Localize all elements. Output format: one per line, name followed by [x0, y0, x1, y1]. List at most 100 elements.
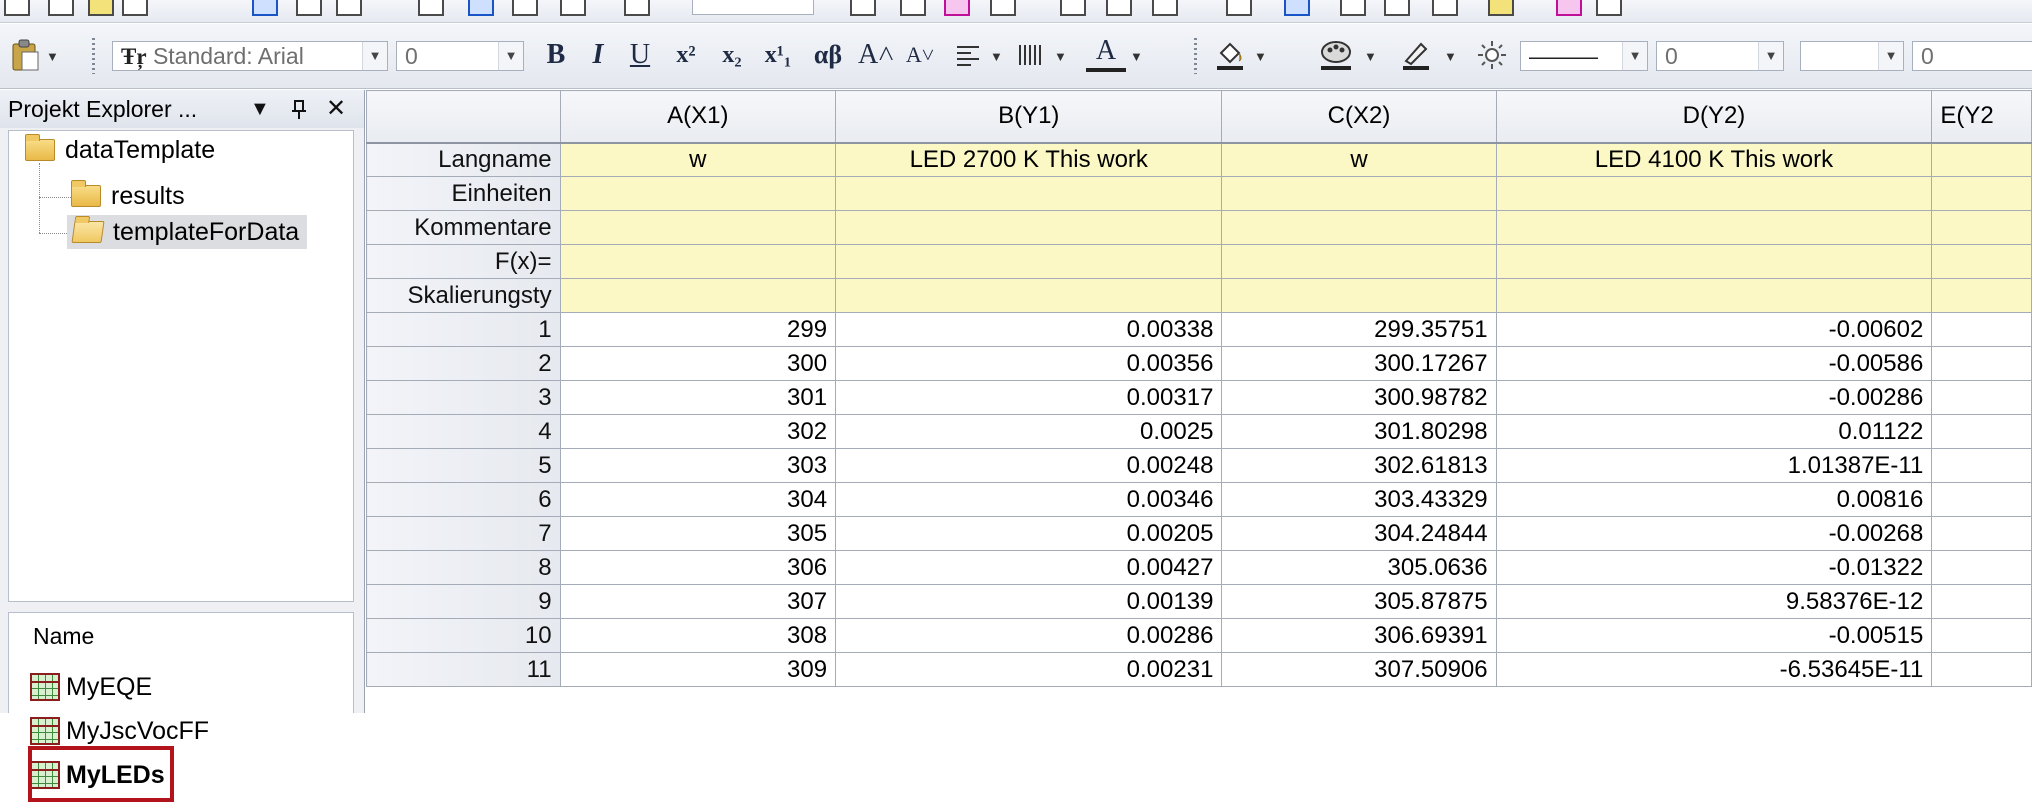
highlight-icon[interactable]	[1472, 34, 1512, 76]
label-cell[interactable]	[1931, 142, 2032, 177]
label-cell[interactable]: LED 2700 K This work	[835, 142, 1223, 177]
data-cell[interactable]: -0.01322	[1495, 550, 1933, 585]
close-icon[interactable]: ✕	[326, 95, 347, 122]
line-color-dropdown-icon[interactable]: ▼	[1444, 49, 1457, 64]
data-cell[interactable]: 9.58376E-12	[1495, 584, 1933, 619]
data-cell[interactable]	[1931, 652, 2032, 687]
chevron-down-icon[interactable]: ▼	[362, 42, 387, 70]
subscript-button[interactable]: x₂	[722, 41, 742, 68]
label-cell[interactable]	[1931, 176, 2032, 211]
print-icon[interactable]	[850, 0, 876, 16]
chevron-down-icon[interactable]: ▼	[498, 42, 523, 70]
column-header-c[interactable]: C(X2)	[1221, 90, 1497, 144]
data-cell[interactable]: 0.0025	[835, 414, 1223, 449]
supersubscript-button[interactable]: x¹₁	[764, 41, 792, 68]
label-cell[interactable]	[835, 176, 1223, 211]
label-cell[interactable]: LED 4100 K This work	[1495, 142, 1933, 177]
data-cell[interactable]: 301.80298	[1221, 414, 1497, 449]
data-cell[interactable]: 303.43329	[1221, 482, 1497, 517]
data-cell[interactable]: 0.00248	[835, 448, 1223, 483]
code-builder-icon[interactable]	[1060, 0, 1086, 16]
select-all-corner[interactable]	[366, 90, 561, 144]
line-color-icon[interactable]	[1396, 34, 1436, 76]
data-cell[interactable]: 0.00205	[835, 516, 1223, 551]
label-cell[interactable]	[1931, 210, 2032, 245]
data-cell[interactable]: 0.01122	[1495, 414, 1933, 449]
row-number[interactable]: 8	[366, 550, 561, 585]
tree-item-results[interactable]: results	[71, 179, 185, 213]
find-icon[interactable]	[1340, 0, 1366, 16]
open-icon[interactable]	[418, 0, 444, 16]
import-icon[interactable]	[624, 0, 650, 16]
fill-color-dropdown-icon[interactable]: ▼	[1254, 49, 1267, 64]
align-left-icon[interactable]	[948, 34, 988, 76]
data-cell[interactable]: 304	[559, 482, 837, 517]
data-cell[interactable]: -0.00286	[1495, 380, 1933, 415]
label-cell[interactable]	[835, 278, 1223, 313]
label-cell[interactable]	[1221, 210, 1497, 245]
row-number[interactable]: 11	[366, 652, 561, 687]
data-cell[interactable]: 299.35751	[1221, 312, 1497, 347]
data-cell[interactable]: 304.24844	[1221, 516, 1497, 551]
font-combo[interactable]: Ŧŗ Standard: Arial ▼	[112, 41, 388, 71]
data-cell[interactable]: 299	[559, 312, 837, 347]
data-cell[interactable]: -0.00515	[1495, 618, 1933, 653]
row-number[interactable]: 6	[366, 482, 561, 517]
tree-item-templatefordata[interactable]: templateForData	[67, 215, 308, 249]
pattern-color-dropdown-icon[interactable]: ▼	[1364, 49, 1377, 64]
underline-button[interactable]: U	[629, 39, 651, 70]
label-cell[interactable]	[835, 244, 1223, 279]
data-cell[interactable]: 0.00816	[1495, 482, 1933, 517]
data-cell[interactable]: 0.00317	[835, 380, 1223, 415]
column-header-d[interactable]: D(Y2)	[1495, 90, 1933, 144]
new-matrix-icon[interactable]	[88, 0, 114, 16]
tree-item-datatemplate[interactable]: dataTemplate	[25, 133, 215, 167]
data-cell[interactable]: -0.00586	[1495, 346, 1933, 381]
fill-color-icon[interactable]	[1210, 34, 1250, 76]
list-item-myjscvocff[interactable]: MyJscVocFF	[30, 714, 209, 748]
pin-icon[interactable]	[290, 90, 308, 128]
data-cell[interactable]: 306	[559, 550, 837, 585]
data-cell[interactable]: 300	[559, 346, 837, 381]
pattern-width-combo[interactable]: 0	[1912, 41, 2032, 71]
data-cell[interactable]: 301	[559, 380, 837, 415]
command-window-icon[interactable]	[1152, 0, 1178, 16]
smart-hint-icon[interactable]	[1432, 0, 1458, 16]
list-item-myeqe[interactable]: MyEQE	[30, 670, 152, 704]
results-log-icon[interactable]	[1106, 0, 1132, 16]
data-cell[interactable]: 0.00338	[835, 312, 1223, 347]
data-cell[interactable]	[1931, 584, 2032, 619]
chevron-down-icon[interactable]: ▼	[1878, 42, 1903, 70]
label-cell[interactable]	[835, 210, 1223, 245]
name-column-header[interactable]: Name	[33, 623, 95, 649]
data-cell[interactable]: 1.01387E-11	[1495, 448, 1933, 483]
data-cell[interactable]: 0.00427	[835, 550, 1223, 585]
label-cell[interactable]	[559, 176, 837, 211]
data-cell[interactable]: 302.61813	[1221, 448, 1497, 483]
data-cell[interactable]	[1931, 346, 2032, 381]
chevron-down-icon[interactable]: ▼	[1622, 42, 1647, 70]
row-number[interactable]: 2	[366, 346, 561, 381]
data-cell[interactable]: 309	[559, 652, 837, 687]
data-cell[interactable]	[1931, 312, 2032, 347]
data-cell[interactable]: 302	[559, 414, 837, 449]
font-color-dropdown-icon[interactable]: ▼	[1130, 49, 1143, 64]
data-cell[interactable]: 0.00139	[835, 584, 1223, 619]
new-excel-icon[interactable]	[336, 0, 362, 16]
bold-button[interactable]: B	[546, 39, 566, 70]
clipboard-paste-icon[interactable]	[8, 34, 42, 76]
data-cell[interactable]: 305.0636	[1221, 550, 1497, 585]
toolbar-grip[interactable]	[1194, 38, 1197, 74]
refresh-icon[interactable]	[900, 0, 926, 16]
column-header-b[interactable]: B(Y1)	[835, 90, 1223, 144]
label-cell[interactable]	[1221, 244, 1497, 279]
object-manager-icon[interactable]	[1284, 0, 1310, 16]
data-cell[interactable]: 306.69391	[1221, 618, 1497, 653]
row-label[interactable]: Skalierungsty	[366, 278, 561, 313]
row-number[interactable]: 5	[366, 448, 561, 483]
label-cell[interactable]	[1931, 278, 2032, 313]
save-project-icon[interactable]	[512, 0, 538, 16]
data-cell[interactable]: -0.00602	[1495, 312, 1933, 347]
superscript-button[interactable]: x²	[676, 41, 696, 68]
recalculate-icon[interactable]	[990, 0, 1016, 16]
